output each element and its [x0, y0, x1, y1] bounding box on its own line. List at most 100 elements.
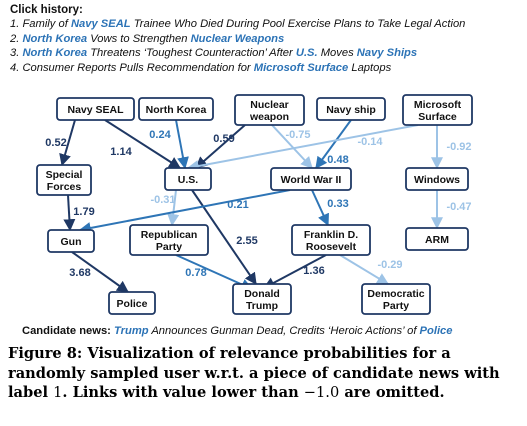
edge-label-microsoft_surface-to-windows: -0.92	[446, 141, 471, 153]
text-segment: 2.	[10, 32, 23, 45]
edge-world_war_ii-to-gun	[78, 189, 291, 234]
node-world-war-ii: World War II	[270, 167, 352, 191]
node-label: Navy SEAL	[67, 104, 124, 116]
node-navy-ship: Navy ship	[316, 97, 386, 121]
caption-suffix: are omitted.	[339, 384, 445, 401]
edge-label-north_korea-to-us: 0.24	[149, 129, 171, 141]
figure-caption: Figure 8: Visualization of relevance pro…	[8, 344, 522, 403]
node-label: Democratic	[367, 288, 424, 300]
edge-label-navy_ship-to-world_war_ii: 0.48	[327, 154, 348, 166]
entity-highlight: Trump	[114, 325, 149, 337]
node-navy-seal: Navy SEAL	[56, 97, 135, 121]
node-label: Windows	[414, 174, 460, 186]
text-segment: 4. Consumer Reports Pulls Recommendation…	[10, 61, 254, 74]
caption-label-value: 1	[53, 384, 63, 401]
node-police: Police	[108, 291, 156, 315]
edge-franklin_roosevelt-to-donald_trump	[262, 254, 327, 289]
click-history-header: Click history:	[10, 4, 83, 16]
edge-franklin_roosevelt-to-democratic_party	[339, 254, 390, 285]
edge-label-world_war_ii-to-gun: 0.21	[227, 199, 248, 211]
text-segment: Announces Gunman Dead, Credits ‘Heroic A…	[148, 325, 420, 337]
edge-label-special_forces-to-gun: 1.79	[73, 206, 94, 218]
node-label: North Korea	[146, 104, 207, 116]
edge-label-world_war_ii-to-franklin_roosevelt: 0.33	[327, 198, 348, 210]
node-label: Surface	[418, 111, 457, 123]
node-label: U.S.	[178, 174, 199, 186]
click-history: Click history: 1. Family of Navy SEAL Tr…	[10, 4, 520, 75]
node-label: Nuclear	[250, 99, 289, 111]
text-segment: 3.	[10, 47, 23, 60]
text-segment: Threatens ‘Toughest Counteraction’ After	[87, 47, 296, 60]
node-us: U.S.	[164, 167, 212, 191]
node-label: ARM	[425, 234, 449, 246]
text-segment: Moves	[317, 47, 357, 60]
node-label: Franklin D.	[304, 229, 358, 241]
edge-label-us-to-donald_trump: 2.55	[236, 235, 257, 247]
edge-gun-to-police	[71, 251, 129, 293]
entity-highlight: U.S.	[295, 47, 318, 60]
text-segment: Trainee Who Died During Pool Exercise Pl…	[130, 18, 466, 30]
node-label: weapon	[249, 111, 289, 123]
candidate-news: Candidate news: Trump Announces Gunman D…	[22, 325, 522, 337]
edge-label-nuclear_weapon-to-us: 0.59	[213, 133, 234, 145]
edge-label-us-to-republican_party: -0.31	[150, 194, 175, 206]
text-segment: Laptops	[348, 61, 392, 74]
node-label: Republican	[141, 229, 198, 241]
node-label: Party	[383, 300, 409, 312]
edge-microsoft_surface-to-us	[186, 124, 419, 172]
edge-us-to-republican_party	[167, 189, 180, 227]
text-segment: 1. Family of	[10, 18, 71, 30]
caption-prefix: Figure 8: Visualization of relevance pro…	[8, 345, 500, 401]
candidate-news-label: Candidate news:	[22, 325, 111, 337]
node-label: Forces	[47, 181, 82, 193]
entity-highlight: Microsoft Surface	[253, 61, 349, 74]
node-label: Special	[46, 169, 83, 181]
node-gun: Gun	[47, 229, 95, 253]
edge-label-franklin_roosevelt-to-donald_trump: 1.36	[303, 265, 324, 277]
edge-label-navy_seal-to-special_forces: 0.52	[45, 137, 66, 149]
edge-nuclear_weapon-to-world_war_ii	[271, 124, 313, 169]
node-arm: ARM	[405, 227, 469, 251]
entity-highlight: Nuclear Weapons	[190, 32, 285, 45]
entity-highlight: North Korea	[22, 32, 88, 45]
node-label: Microsoft	[414, 99, 462, 111]
entity-highlight: Navy SEAL	[70, 18, 131, 30]
candidate-news-title: Trump Announces Gunman Dead, Credits ‘He…	[111, 325, 453, 337]
entity-highlight: Police	[419, 325, 453, 337]
entity-highlight: Navy Ships	[356, 47, 418, 60]
edge-navy_seal-to-special_forces	[59, 119, 76, 167]
text-segment: Vows to Strengthen	[87, 32, 191, 45]
edge-navy_ship-to-world_war_ii	[315, 119, 352, 169]
edge-label-republican_party-to-donald_trump: 0.78	[185, 267, 206, 279]
node-label: World War II	[281, 174, 342, 186]
node-label: Roosevelt	[306, 241, 357, 253]
caption-middle: . Links with value lower than	[62, 384, 304, 401]
edge-label-gun-to-police: 3.68	[69, 267, 90, 279]
node-north-korea: North Korea	[138, 97, 214, 121]
node-label: Navy ship	[326, 104, 376, 116]
edge-label-navy_seal-to-us: 1.14	[110, 146, 132, 158]
edge-special_forces-to-gun	[63, 194, 76, 232]
node-label: Donald	[244, 288, 280, 300]
edge-nuclear_weapon-to-us	[195, 124, 246, 169]
entity-highlight: North Korea	[22, 47, 88, 60]
node-label: Gun	[61, 236, 82, 248]
edge-world_war_ii-to-franklin_roosevelt	[311, 189, 329, 227]
edge-label-microsoft_surface-to-us: -0.14	[357, 136, 383, 148]
edge-navy_seal-to-us	[104, 119, 182, 169]
history-item-4: 4. Consumer Reports Pulls Recommendation…	[10, 61, 520, 76]
edge-north_korea-to-us	[175, 119, 189, 170]
node-franklin-roosevelt: Franklin D.Roosevelt	[291, 224, 371, 256]
node-windows: Windows	[405, 167, 469, 191]
node-label: Party	[156, 241, 182, 253]
edge-label-windows-to-arm: -0.47	[446, 201, 471, 213]
history-item-2: 2. North Korea Vows to Strengthen Nuclea…	[10, 32, 520, 47]
history-item-3: 3. North Korea Threatens ‘Toughest Count…	[10, 46, 520, 61]
